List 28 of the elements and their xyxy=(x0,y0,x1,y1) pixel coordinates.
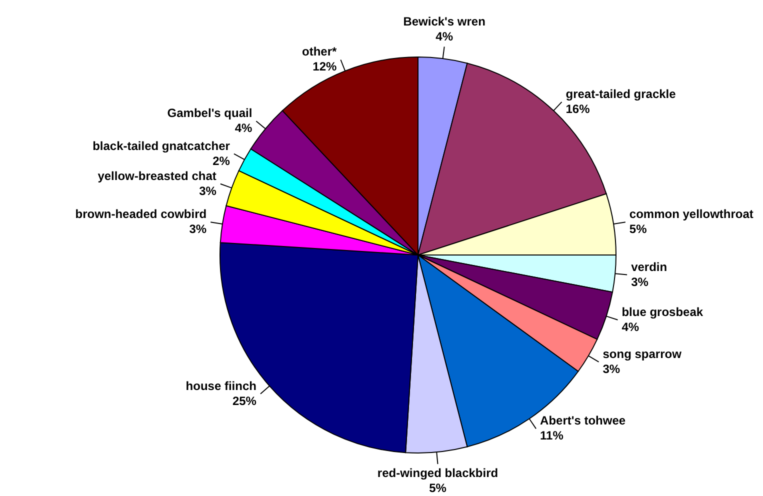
data-label: 16% xyxy=(566,102,590,116)
slice-label: common yellowthroat xyxy=(629,207,754,222)
slice-label: blue grosbeak xyxy=(622,304,704,319)
data-label: 5% xyxy=(429,481,447,496)
slice-label: song sparrow xyxy=(602,346,682,361)
data-label: 12% xyxy=(312,60,338,74)
slice-label: verdin xyxy=(631,260,668,274)
slice-label: Gambel's quail xyxy=(167,106,252,120)
slice-label: red-winged blackbird xyxy=(377,466,498,480)
slice-label: great-tailed grackle xyxy=(566,86,676,101)
slice-label: black-tailed gnatcatcher xyxy=(92,138,230,153)
data-label: 11% xyxy=(540,428,564,443)
slice-label: brown-headed cowbird xyxy=(75,207,207,222)
slice-label: house fiinch xyxy=(186,378,256,393)
data-label: 3% xyxy=(602,362,620,376)
data-label: 5% xyxy=(629,222,648,236)
data-label: 25% xyxy=(232,394,257,408)
data-label: 2% xyxy=(212,154,230,168)
slice-label: other* xyxy=(302,44,338,59)
slice-label: Abert's tohwee xyxy=(540,414,626,428)
slice-label: yellow-breasted chat xyxy=(98,168,216,183)
data-label: 4% xyxy=(436,30,454,44)
data-label: 3% xyxy=(189,222,207,236)
data-label: 3% xyxy=(199,184,217,198)
data-label: 4% xyxy=(622,320,640,334)
slice-label: Bewick's wren xyxy=(403,14,486,29)
data-label: 4% xyxy=(234,121,253,136)
data-label: 3% xyxy=(631,274,649,289)
